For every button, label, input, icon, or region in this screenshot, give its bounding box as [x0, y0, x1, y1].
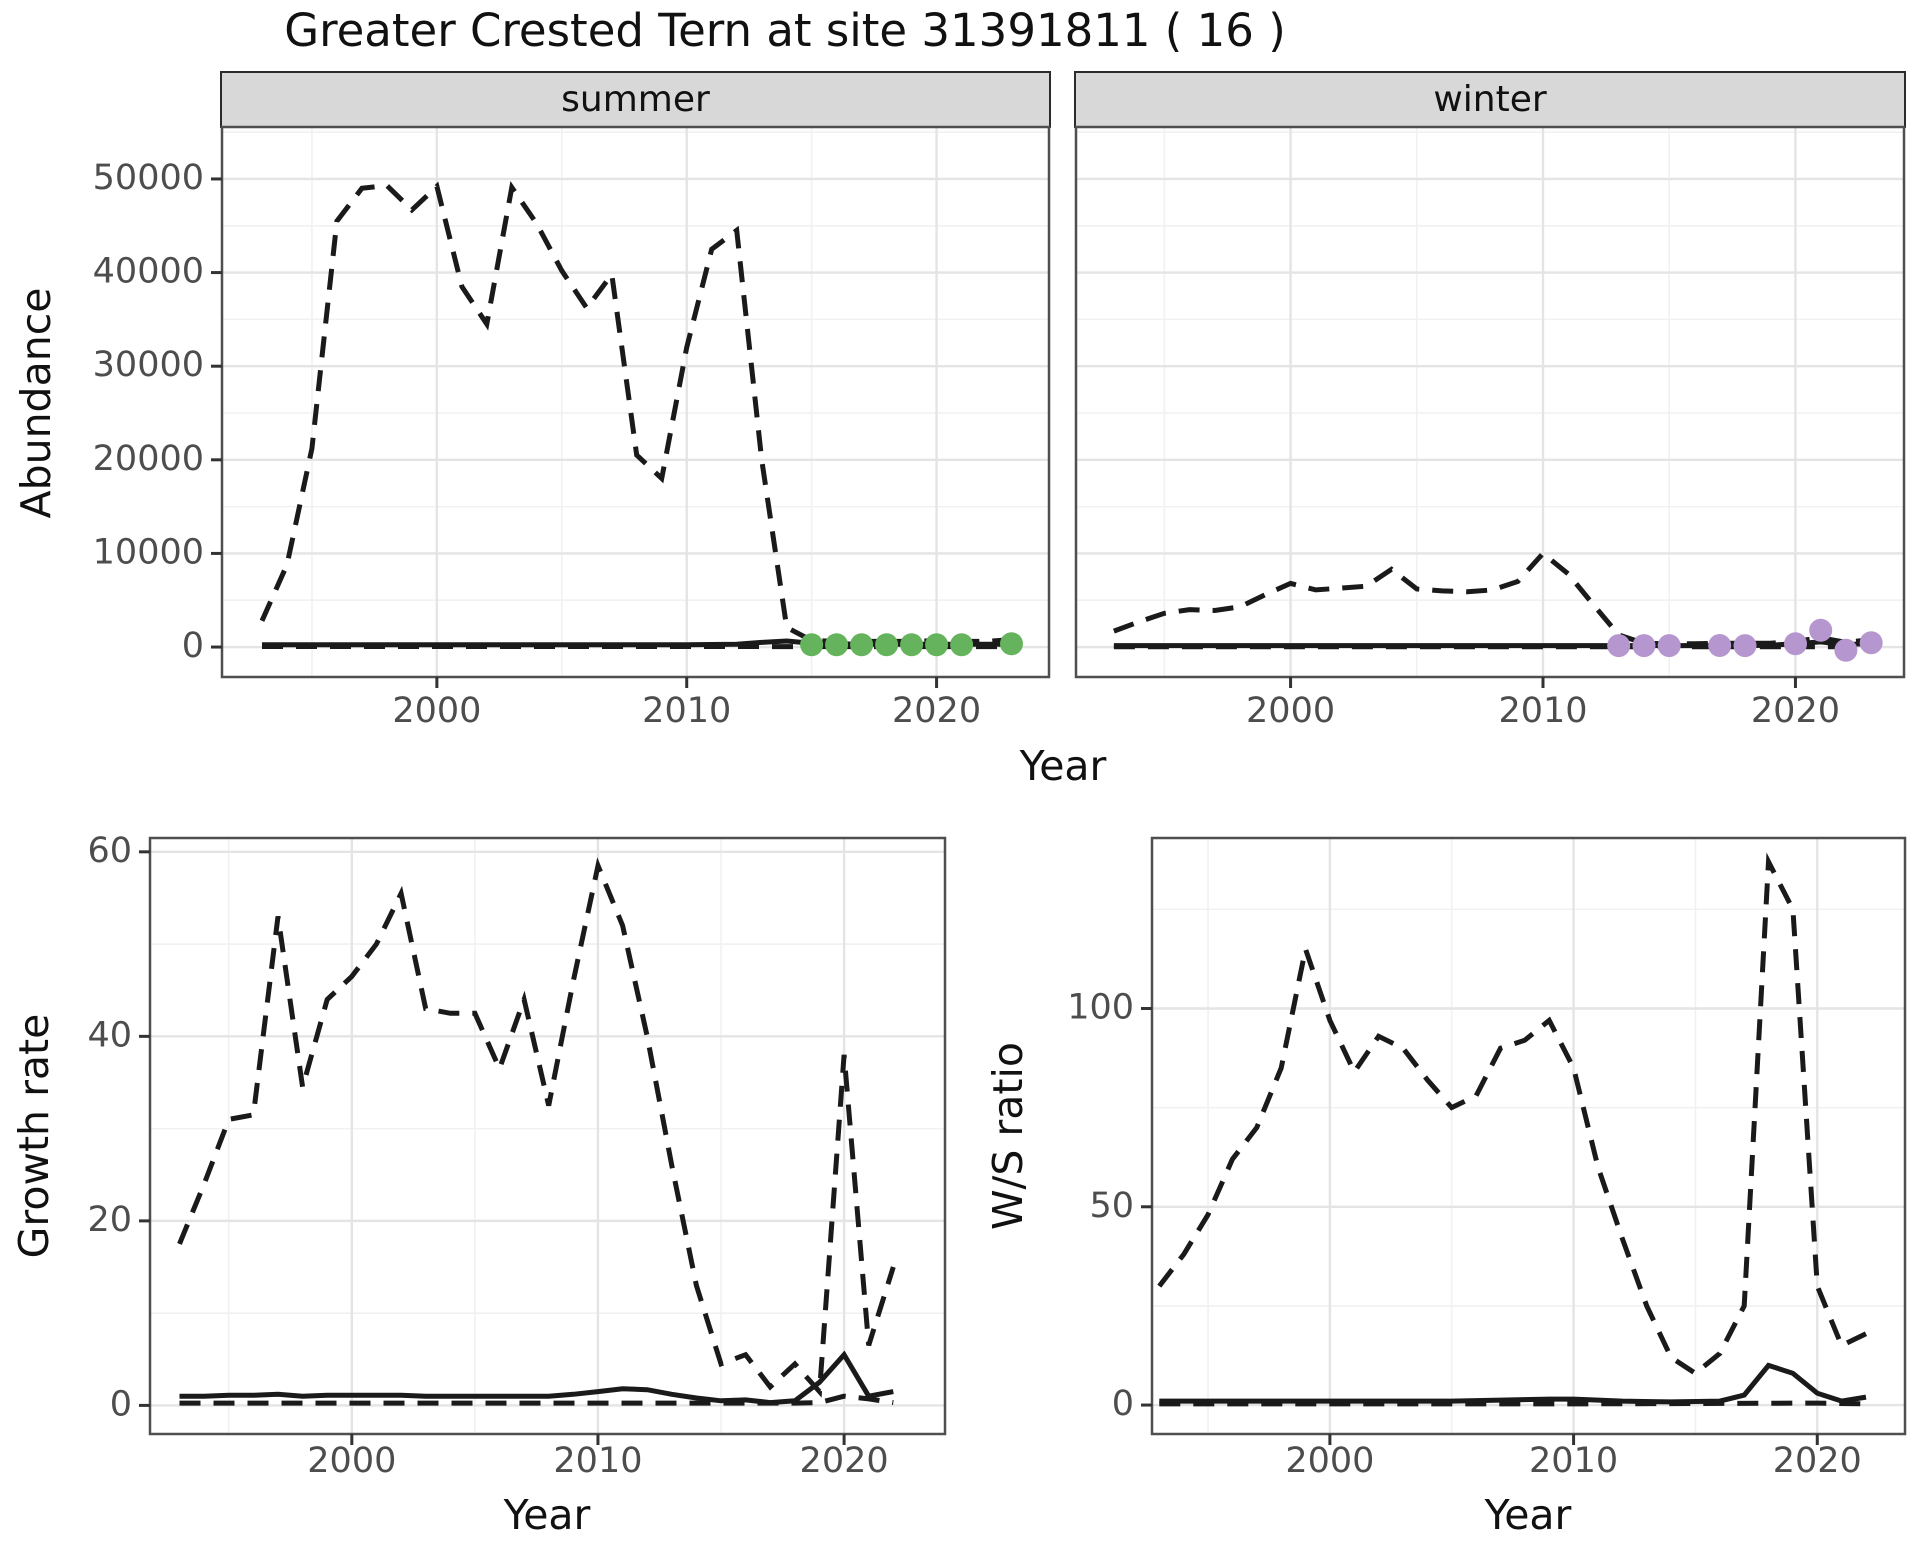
gridlines-minor [1152, 838, 1905, 1434]
y-tick-label: 60 [87, 831, 132, 871]
abundance_summer-upper_ci-line [259, 180, 1012, 644]
x-tick-label: 2020 [800, 1441, 889, 1481]
abundance_winter-observed-point [1809, 618, 1833, 642]
facet-strip-winter: winter [1074, 71, 1906, 128]
facet-strip-label: winter [1433, 79, 1547, 120]
panel-border [1074, 125, 1906, 679]
facet-strip-summer: summer [220, 71, 1051, 128]
y-tick-label: 100 [1067, 988, 1134, 1028]
x-tick-label: 2000 [392, 691, 481, 731]
x-tick-label: 2010 [1498, 691, 1587, 731]
panel-background [150, 838, 945, 1434]
panel-border [220, 125, 1051, 679]
y-tick-label: 0 [1112, 1384, 1134, 1424]
abundance_winter-observed-point [1632, 634, 1656, 658]
x-tick-label: 2000 [1246, 691, 1335, 731]
abundance_winter-observed-point [1657, 634, 1681, 658]
ws_ratio-lower_ci-line [1159, 1400, 1867, 1407]
growth_rate-lower_ci-line [179, 1393, 894, 1406]
x-axis-title-growth: Year [503, 1491, 591, 1539]
abundance_summer-observed-point [850, 633, 874, 657]
abundance_winter-observed-point [1834, 638, 1858, 662]
x-axis-title-ws: Year [1484, 1491, 1572, 1539]
gridlines-minor [150, 838, 945, 1434]
y-tick-label: 30000 [93, 345, 204, 385]
panel-border [1150, 836, 1907, 1436]
abundance_winter-panel: 2000 2010 2020 [1074, 125, 1906, 731]
y-tick-label: 40 [87, 1015, 132, 1055]
abundance_summer-observed-points [800, 632, 1023, 657]
x-axis-title-top: Year [1019, 742, 1107, 790]
y-tick-label: 50 [1089, 1186, 1134, 1226]
abundance_summer-observed-point [875, 633, 899, 657]
abundance_summer-observed-point [825, 633, 849, 657]
y-tick-label: 20 [87, 1200, 132, 1240]
panel-background [222, 127, 1049, 677]
y-tick-label: 0 [182, 626, 204, 666]
gridlines-minor [222, 127, 1049, 677]
y-tick-label: 40000 [93, 252, 204, 292]
panel-background [1076, 127, 1904, 677]
abundance_summer-observed-point [950, 633, 974, 657]
ws_ratio-panel: 2000 2010 2020 0 50 100 [1067, 836, 1907, 1481]
x-tick-label: 2020 [1751, 691, 1840, 731]
y-tick-label: 50000 [93, 158, 204, 198]
x-tick-label: 2010 [642, 691, 731, 731]
gridlines-major [222, 127, 1049, 677]
panel-border [148, 836, 947, 1436]
y-tick-label: 0 [110, 1384, 132, 1424]
abundance_summer-observed-point [925, 633, 949, 657]
x-tick-label: 2000 [307, 1441, 396, 1481]
y-tick-label: 20000 [93, 439, 204, 479]
facet-strip-label: summer [561, 79, 710, 120]
y-tick-label: 10000 [93, 532, 204, 572]
gridlines-minor [1076, 127, 1904, 677]
abundance_summer-observed-point [1000, 632, 1023, 656]
abundance_winter-observed-point [1859, 631, 1883, 655]
chart-title: Greater Crested Tern at site 31391811 ( … [284, 4, 1286, 57]
growth_rate-panel: 2000 2010 2020 0 20 40 60 [87, 831, 947, 1481]
abundance_summer-observed-point [800, 633, 824, 657]
panel-background [1152, 838, 1905, 1434]
x-tick-label: 2010 [553, 1441, 642, 1481]
x-tick-label: 2020 [892, 691, 981, 731]
abundance_winter-observed-points [1607, 618, 1883, 662]
gridlines-major [150, 838, 945, 1434]
x-tick-label: 2010 [1529, 1441, 1618, 1481]
ws_ratio-upper_ci-line [1157, 852, 1868, 1377]
abundance_summer-observed-point [900, 633, 924, 657]
abundance_winter-observed-point [1708, 634, 1732, 657]
x-tick-label: 2000 [1285, 1441, 1374, 1481]
x-tick-label: 2020 [1773, 1441, 1862, 1481]
abundance_summer-panel: 2000 2010 2020 0 10000 20000 30000 40000 50000 [93, 125, 1051, 731]
abundance_winter-observed-point [1733, 634, 1757, 658]
abundance_winter-observed-point [1784, 632, 1807, 656]
abundance_winter-observed-point [1607, 634, 1631, 658]
